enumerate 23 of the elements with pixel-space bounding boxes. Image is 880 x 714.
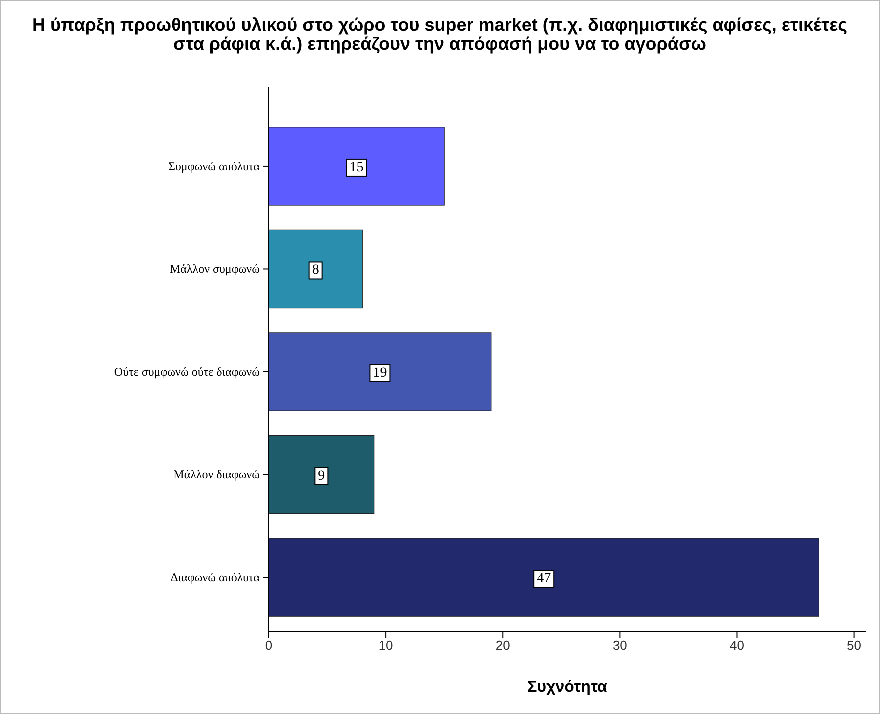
- x-tick-label: 0: [265, 638, 273, 654]
- x-axis-title: Συχνότητα: [528, 679, 608, 696]
- y-tick-label: Διαφωνώ απόλυτα: [170, 570, 261, 584]
- bar: [268, 332, 492, 412]
- y-tick-label: Μάλλον διαφωνώ: [174, 468, 260, 482]
- data-label: 19: [373, 366, 388, 381]
- bar: [268, 127, 445, 206]
- data-label: 8: [312, 263, 320, 278]
- bar: [268, 538, 820, 617]
- y-tick-label: Συμφωνώ απόλυτα: [168, 159, 261, 174]
- x-tick-label: 50: [847, 638, 862, 654]
- data-label: 47: [537, 572, 552, 587]
- x-tick-label: 30: [612, 638, 628, 654]
- bar: [268, 435, 375, 514]
- x-tick-label: 40: [730, 638, 744, 654]
- y-tick-label: Μάλλον συμφωνώ: [170, 262, 260, 276]
- y-tick-label: Ούτε συμφωνώ ούτε διαφωνώ: [114, 364, 260, 379]
- chart-title: Η ύπαρξη προωθητικού υλικού στο χώρο του super market (π.χ. διαφημιστικές αφίσες, ετικέτες στα ράφια κ.ά.) επηρεάζουν την απόφασή μου να το αγοράσω: [32, 15, 848, 54]
- data-label: 9: [318, 468, 326, 484]
- bar: [268, 230, 363, 309]
- x-tick-label: 20: [496, 638, 510, 654]
- x-tick-label: 10: [378, 638, 394, 654]
- data-label: 15: [350, 160, 364, 176]
